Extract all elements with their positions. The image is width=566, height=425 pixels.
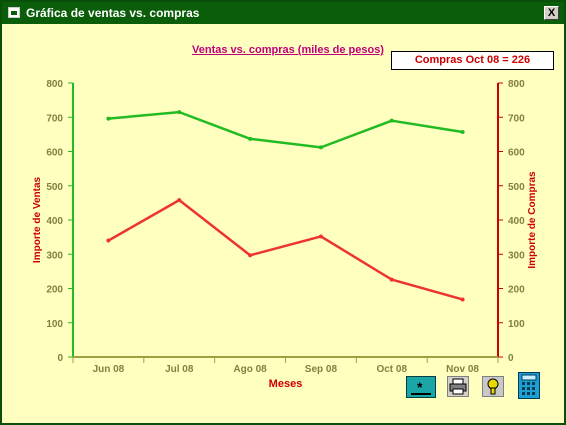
data-point-ventas xyxy=(460,129,465,134)
data-point-compras xyxy=(318,234,323,239)
x-tick-label: Jun 08 xyxy=(93,364,125,375)
right-y-tick-label: 800 xyxy=(508,79,525,90)
left-y-tick-label: 600 xyxy=(46,148,63,159)
right-y-tick-label: 200 xyxy=(508,285,525,296)
help-question-icon xyxy=(487,378,499,395)
data-point-ventas xyxy=(248,136,253,141)
left-y-tick-label: 100 xyxy=(46,319,63,330)
selected-value-box: Compras Oct 08 = 226 xyxy=(391,51,554,70)
right-y-tick-label: 100 xyxy=(508,319,525,330)
title-bar[interactable]: Gráfica de ventas vs. compras X xyxy=(2,2,564,24)
left-y-tick-label: 500 xyxy=(46,182,63,193)
left-y-tick-label: 200 xyxy=(46,285,63,296)
x-axis-title: Meses xyxy=(269,378,303,390)
calculator-icon xyxy=(521,374,537,395)
right-y-tick-label: 500 xyxy=(508,182,525,193)
print-button[interactable] xyxy=(447,376,469,397)
right-y-tick-label: 400 xyxy=(508,216,525,227)
chart-title: Ventas vs. compras (miles de pesos) xyxy=(192,44,384,56)
left-y-tick-label: 300 xyxy=(46,250,63,261)
left-y-tick-label: 400 xyxy=(46,216,63,227)
x-tick-label: Jul 08 xyxy=(165,364,194,375)
left-y-tick-label: 700 xyxy=(46,113,63,124)
data-point-compras xyxy=(248,253,253,258)
right-y-axis-title: Importe de Compras xyxy=(527,171,538,269)
data-point-ventas xyxy=(106,116,111,121)
help-button[interactable] xyxy=(482,376,504,397)
data-point-compras xyxy=(106,238,111,243)
right-y-tick-label: 700 xyxy=(508,113,525,124)
series-line-ventas xyxy=(108,110,463,149)
data-point-ventas xyxy=(318,145,323,150)
line-chart: 0 0 100 100 200 200 300 300 400 400 500 500 600 600 70… xyxy=(32,79,538,390)
right-y-tick-label: 300 xyxy=(508,250,525,261)
x-tick-label: Ago 08 xyxy=(233,364,267,375)
right-y-tick-label: 600 xyxy=(508,148,525,159)
chart-panel: Ventas vs. compras (miles de pesos) Comp… xyxy=(2,24,564,423)
data-point-compras xyxy=(389,277,394,282)
data-point-ventas xyxy=(177,110,182,115)
series-line-compras xyxy=(107,198,463,301)
left-y-tick-label: 800 xyxy=(46,79,63,90)
new-chart-icon: * xyxy=(417,379,423,395)
close-button[interactable]: X xyxy=(544,6,559,20)
new-chart-button[interactable]: * xyxy=(406,376,436,398)
window-title: Gráfica de ventas vs. compras xyxy=(26,6,200,20)
left-y-axis-title: Importe de Ventas xyxy=(32,176,43,263)
data-point-ventas xyxy=(389,118,394,123)
data-point-compras xyxy=(460,297,465,302)
data-point-compras xyxy=(177,198,182,203)
calculator-button[interactable] xyxy=(518,372,540,399)
x-tick-label: Sep 08 xyxy=(305,364,338,375)
left-y-tick-label: 0 xyxy=(57,353,63,364)
x-tick-label: Oct 08 xyxy=(376,364,407,375)
printer-icon xyxy=(449,378,467,395)
x-tick-label: Nov 08 xyxy=(446,364,479,375)
app-icon xyxy=(8,7,20,18)
right-y-tick-label: 0 xyxy=(508,353,514,364)
